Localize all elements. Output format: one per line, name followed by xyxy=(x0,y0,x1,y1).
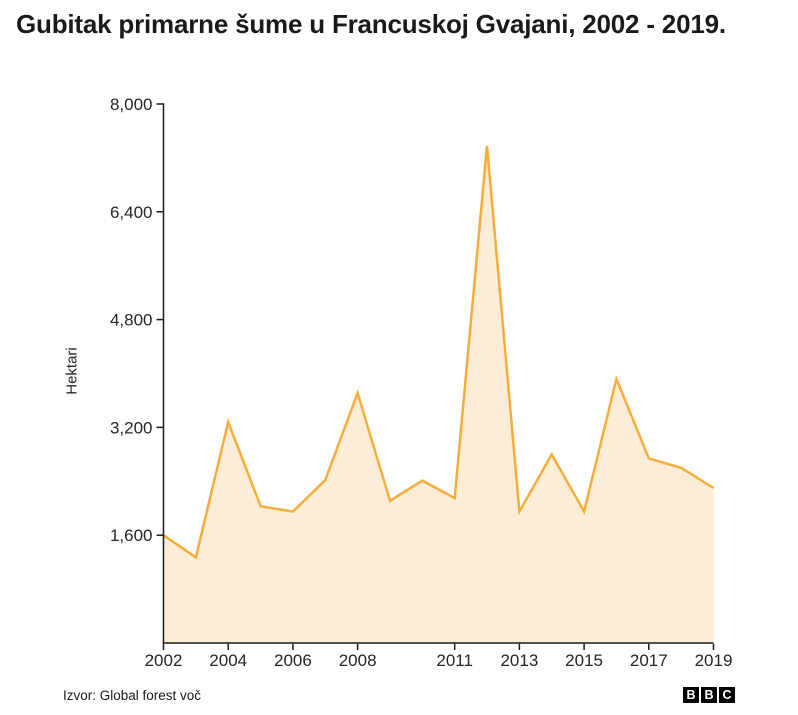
x-tick-label: 2017 xyxy=(630,651,668,670)
y-tick-label: 4,800 xyxy=(110,311,153,330)
y-tick-label: 6,400 xyxy=(110,203,153,222)
source-caption: Izvor: Global forest voč xyxy=(63,688,202,703)
x-tick-label: 2002 xyxy=(145,651,183,670)
x-tick-label: 2015 xyxy=(565,651,603,670)
x-tick-label: 2006 xyxy=(274,651,312,670)
x-tick-label: 2013 xyxy=(500,651,538,670)
x-tick-label: 2004 xyxy=(209,651,247,670)
bbc-logo: B B C xyxy=(683,687,735,703)
chart-title: Gubitak primarne šume u Francuskoj Gvaja… xyxy=(16,9,726,39)
x-tick-label: 2011 xyxy=(436,651,473,670)
bbc-logo-block-b1: B xyxy=(683,687,699,703)
x-tick-label: 2008 xyxy=(339,651,377,670)
trend-line xyxy=(162,145,715,560)
y-tick-label: 1,600 xyxy=(110,526,153,545)
bbc-logo-block-b2: B xyxy=(701,687,717,703)
bbc-logo-block-c: C xyxy=(719,687,735,703)
chart-footer: Izvor: Global forest voč B B C xyxy=(0,684,798,708)
area-fill xyxy=(163,145,714,644)
y-tick-label: 8,000 xyxy=(110,95,153,114)
y-tick-label: 3,200 xyxy=(110,418,153,437)
x-tick-label: 2019 xyxy=(695,651,733,670)
